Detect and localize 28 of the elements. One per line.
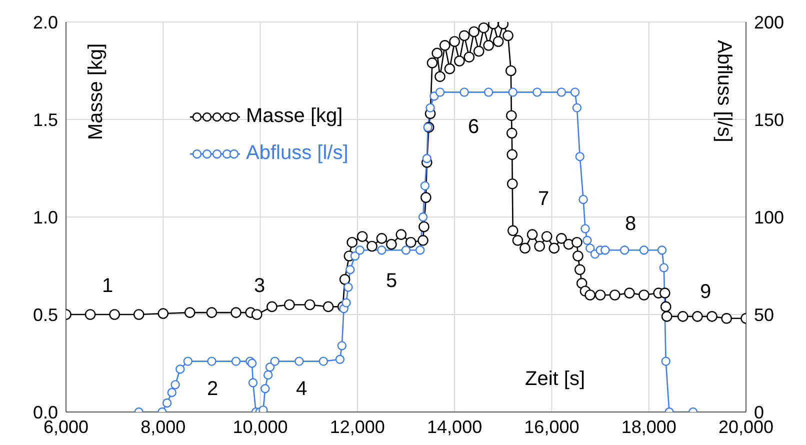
- legend-label: Abfluss [l/s]: [246, 142, 348, 165]
- annotation: 6: [468, 116, 480, 139]
- annotation: 8: [625, 213, 636, 236]
- x-axis-title: Zeit [s]: [525, 368, 586, 391]
- y2-tick-label: 150: [754, 110, 784, 130]
- x-tick-label: 18,000: [621, 416, 676, 437]
- x-tick-label: 14,000: [427, 416, 482, 437]
- x-tick-label: 10,000: [232, 416, 288, 437]
- y2-tick-label: 50: [754, 304, 774, 325]
- x-tick-label: 8,000: [140, 416, 186, 437]
- legend-label: Masse [kg]: [246, 105, 343, 128]
- x-tick-label: 12,000: [330, 416, 385, 437]
- annotation: 4: [296, 378, 308, 401]
- y2-tick-label: 200: [754, 12, 784, 32]
- annotation: 5: [386, 270, 398, 293]
- y-tick-label: 1.5: [32, 110, 58, 130]
- annotation: 3: [254, 275, 266, 298]
- annotation: 1: [102, 275, 114, 298]
- annotation: 7: [538, 188, 550, 211]
- y-tick-label: 1.0: [32, 207, 58, 228]
- y2-tick-label: 100: [754, 207, 784, 228]
- annotation: 2: [207, 378, 218, 401]
- x-tick-label: 16,000: [524, 416, 580, 437]
- y-tick-label: 2.0: [32, 12, 58, 32]
- annotation: 9: [700, 281, 712, 304]
- y2-axis-title: Abfluss [l/s]: [712, 40, 735, 142]
- y-tick-label: 0.5: [32, 304, 58, 325]
- y-axis-title: Masse [kg]: [85, 42, 108, 140]
